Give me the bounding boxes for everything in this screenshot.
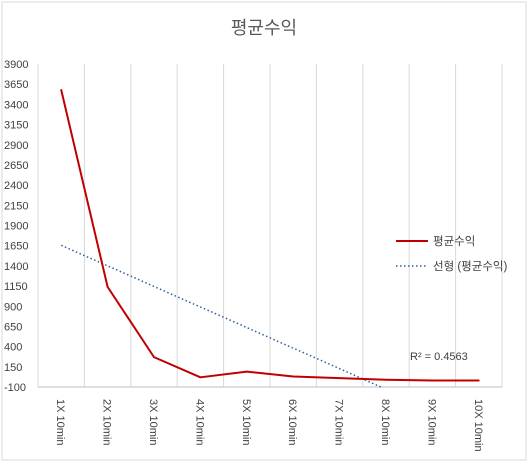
y-tick-label: -100 xyxy=(4,382,26,394)
r-squared-label: R² = 0.4563 xyxy=(410,351,468,363)
x-tick-label: 4X 10min xyxy=(193,399,205,445)
y-tick-label: 1900 xyxy=(4,221,28,233)
y-tick-label: 2150 xyxy=(4,200,28,212)
y-tick-label: 2400 xyxy=(4,180,28,192)
x-axis-ticks: 1X 10min 2X 10min 3X 10min 4X 10min 5X 10min… xyxy=(54,399,484,452)
legend-label-trendline: 선형 (평균수익) xyxy=(433,260,508,273)
data-point xyxy=(385,378,387,381)
y-tick-label: 1400 xyxy=(4,261,28,273)
y-tick-label: 3400 xyxy=(4,99,28,111)
y-tick-label: 400 xyxy=(4,342,22,354)
y-tick-label: 1150 xyxy=(4,281,28,293)
gridlines xyxy=(37,64,503,387)
y-tick-label: 1650 xyxy=(4,241,28,253)
series-layer xyxy=(60,88,480,382)
y-tick-label: 3150 xyxy=(4,120,28,132)
data-point xyxy=(292,375,295,378)
data-point xyxy=(338,377,341,380)
y-tick-label: 2900 xyxy=(4,140,28,152)
x-tick-label: 9X 10min xyxy=(425,399,437,445)
y-tick-label: 3650 xyxy=(4,79,28,91)
data-point xyxy=(245,370,248,373)
x-tick-label: 6X 10min xyxy=(286,399,298,445)
y-tick-label: 900 xyxy=(4,301,22,313)
series-line-avg-profit xyxy=(60,89,479,382)
x-tick-label: 1X 10min xyxy=(54,399,66,445)
chart-title: 평균수익 xyxy=(231,18,297,38)
data-point xyxy=(153,356,155,359)
data-point xyxy=(60,88,63,91)
x-tick-label: 8X 10min xyxy=(379,399,391,445)
legend-label-series: 평균수익 xyxy=(433,235,475,248)
x-tick-label: 7X 10min xyxy=(333,399,345,445)
data-point xyxy=(199,376,202,379)
data-point xyxy=(431,379,434,382)
y-tick-label: 150 xyxy=(4,362,22,374)
y-tick-label: 3900 xyxy=(4,59,28,71)
y-axis-ticks: -100 150 400 650 900 1150 1400 1650 1900 2150 2400… xyxy=(4,59,28,394)
data-point xyxy=(106,285,109,288)
y-tick-label: 650 xyxy=(4,321,22,333)
data-point xyxy=(477,379,480,382)
y-tick-label: 2650 xyxy=(4,160,28,172)
x-tick-label: 2X 10min xyxy=(101,399,113,445)
x-tick-label: 3X 10min xyxy=(147,399,159,445)
x-tick-label: 5X 10min xyxy=(240,399,252,445)
x-tick-label: 10X 10min xyxy=(472,399,484,452)
